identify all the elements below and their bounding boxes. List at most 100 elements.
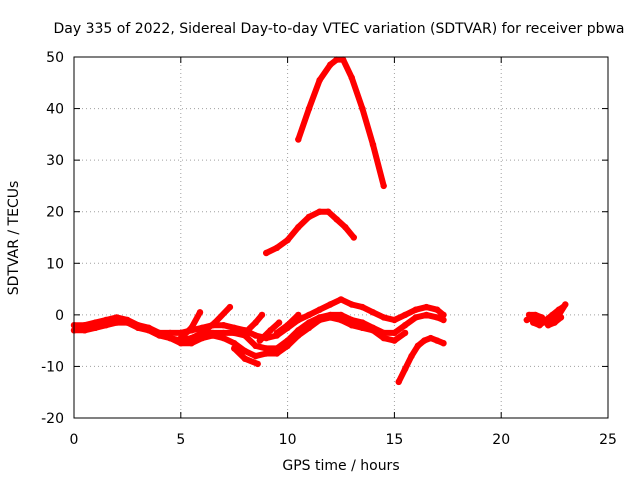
data-point <box>209 332 216 339</box>
data-point <box>241 355 249 362</box>
data-point <box>440 311 447 319</box>
data-point <box>359 303 366 311</box>
x-tick-label: 15 <box>385 432 403 448</box>
data-point <box>145 324 152 331</box>
data-point <box>559 303 567 311</box>
data-point <box>525 311 533 319</box>
data-point <box>134 322 142 329</box>
y-tick-label: 30 <box>46 153 64 169</box>
data-point <box>305 324 313 331</box>
data-point <box>316 208 323 215</box>
data-point <box>359 105 366 112</box>
data-point <box>359 319 366 326</box>
grid-lines <box>74 57 608 418</box>
data-point <box>348 74 355 81</box>
data-point <box>369 309 377 316</box>
data-point <box>530 319 537 326</box>
y-tick-label: -10 <box>41 359 64 375</box>
data-point <box>124 316 131 324</box>
data-point <box>427 334 434 342</box>
data-point <box>532 311 539 319</box>
x-tick-label: 25 <box>599 432 617 448</box>
data-point <box>258 311 266 319</box>
data-point <box>380 334 387 342</box>
data-point <box>391 316 398 324</box>
data-point <box>256 337 263 344</box>
y-tick-label: 20 <box>46 205 64 221</box>
data-point <box>339 56 347 63</box>
data-point <box>401 365 409 373</box>
x-tick-label: 5 <box>176 432 185 448</box>
data-point <box>156 329 163 337</box>
data-point <box>102 316 110 324</box>
data-point <box>254 360 261 368</box>
data-point <box>414 342 422 349</box>
data-point <box>113 314 120 321</box>
data-point <box>401 322 409 329</box>
data-point <box>440 340 447 347</box>
y-tick-label: 10 <box>46 256 64 272</box>
data-point <box>252 342 259 349</box>
data-point <box>177 340 184 347</box>
x-tick-label: 10 <box>279 432 297 448</box>
data-point <box>81 322 88 329</box>
data-point <box>102 322 110 329</box>
data-point <box>327 61 334 68</box>
data-point <box>92 324 99 331</box>
data-point <box>325 208 332 215</box>
data-point <box>337 316 345 324</box>
data-point <box>113 319 120 326</box>
data-point <box>295 311 302 319</box>
data-point <box>380 314 387 321</box>
data-point <box>536 322 543 329</box>
data-point <box>391 329 398 337</box>
y-tick-label: 40 <box>46 102 64 118</box>
data-point <box>177 334 184 342</box>
data-point <box>166 329 174 337</box>
y-tick-labels: -20 -10 0 10 20 30 40 50 <box>41 50 64 427</box>
data-point <box>359 324 366 331</box>
data-point <box>549 311 556 319</box>
data-point <box>252 319 259 326</box>
data-point <box>440 316 447 324</box>
data-point <box>273 244 281 251</box>
data-point <box>199 329 206 337</box>
data-point <box>92 319 99 326</box>
data-point <box>348 322 355 329</box>
data-point <box>188 340 195 347</box>
data-point <box>433 314 441 321</box>
data-point <box>220 322 227 329</box>
data-point <box>275 319 283 326</box>
data-point <box>369 141 377 148</box>
data-point <box>337 296 345 303</box>
data-point <box>226 303 234 311</box>
data-point <box>263 345 270 352</box>
x-tick-labels: 0 5 10 15 20 25 <box>70 432 617 448</box>
data-point <box>284 322 291 329</box>
data-point <box>391 337 398 344</box>
data-point <box>241 347 249 355</box>
x-axis-label: GPS time / hours <box>282 458 399 474</box>
data-point <box>421 337 428 344</box>
data-point <box>316 316 323 324</box>
data-point <box>188 324 195 331</box>
data-point <box>350 234 357 241</box>
data-point <box>166 334 174 342</box>
y-tick-label: 0 <box>55 308 64 324</box>
data-point <box>241 329 249 337</box>
data-point <box>348 301 355 308</box>
data-point <box>333 56 340 63</box>
data-point <box>523 316 530 324</box>
data-point <box>433 337 441 344</box>
data-point <box>545 322 552 329</box>
data-point <box>267 327 274 334</box>
data-point <box>369 327 377 334</box>
data-point <box>423 311 430 319</box>
y-tick-label: 50 <box>46 50 64 66</box>
data-point <box>295 224 302 231</box>
data-point <box>263 249 270 257</box>
data-point <box>305 213 313 221</box>
data-point <box>337 311 345 319</box>
data-point <box>333 216 340 223</box>
